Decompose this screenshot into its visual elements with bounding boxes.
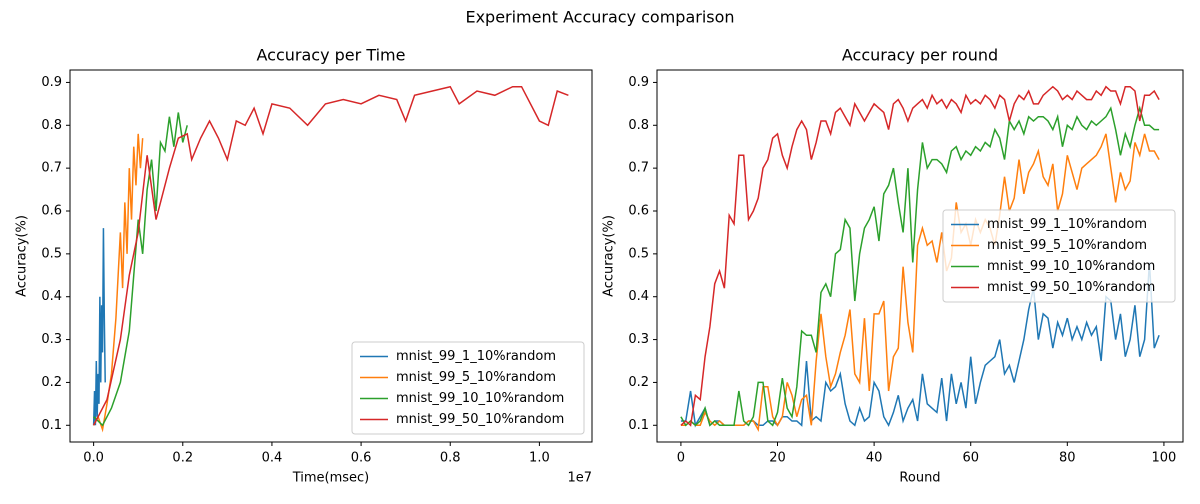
legend-label: mnist_99_10_10%random bbox=[396, 391, 564, 406]
x-tick-label: 0.0 bbox=[83, 451, 104, 466]
subplot: Accuracy per round 0 20 40 60 80 100 0.1 0.2 0.3 0… bbox=[602, 46, 1184, 486]
x-axis-label: Round bbox=[899, 471, 940, 486]
legend-label: mnist_99_50_10%random bbox=[396, 412, 564, 427]
y-tick-label: 0.5 bbox=[41, 246, 62, 261]
y-tick-label: 0.6 bbox=[41, 204, 62, 219]
series-line bbox=[680, 105, 1160, 427]
axes-frame bbox=[656, 69, 1184, 443]
x-tick-label: 0.4 bbox=[262, 451, 283, 466]
x-tick-label: 20 bbox=[769, 451, 786, 466]
axes-frame bbox=[69, 69, 593, 443]
y-axis-label: Accuracy(%) bbox=[602, 215, 617, 297]
series-line bbox=[92, 133, 144, 433]
y-tick-label: 0.4 bbox=[628, 289, 649, 304]
series-line bbox=[680, 133, 1160, 432]
y-tick-label: 0.4 bbox=[41, 289, 62, 304]
x-tick-label: 80 bbox=[1059, 451, 1076, 466]
subplot-title: Accuracy per Time bbox=[257, 46, 406, 65]
x-tick-label: 60 bbox=[962, 451, 979, 466]
y-tick-label: 0.1 bbox=[41, 418, 62, 433]
legend-box bbox=[942, 209, 1176, 303]
legend-label: mnist_99_10_10%random bbox=[987, 259, 1155, 274]
y-tick-label: 0.3 bbox=[41, 332, 62, 347]
legend-label: mnist_99_1_10%random bbox=[396, 349, 556, 364]
y-tick-label: 0.1 bbox=[628, 418, 649, 433]
x-tick-label: 0.8 bbox=[440, 451, 461, 466]
series-line bbox=[92, 228, 106, 426]
x-tick-label: 1.0 bbox=[529, 451, 550, 466]
legend-box bbox=[351, 341, 585, 435]
x-tick-label: 0.2 bbox=[172, 451, 193, 466]
legend-label: mnist_99_50_10%random bbox=[987, 280, 1155, 295]
y-tick-label: 0.8 bbox=[628, 118, 649, 133]
legend-label: mnist_99_1_10%random bbox=[987, 217, 1147, 232]
y-tick-label: 0.9 bbox=[628, 75, 649, 90]
subplot-title: Accuracy per round bbox=[842, 46, 998, 65]
y-tick-label: 0.8 bbox=[41, 118, 62, 133]
series-line bbox=[92, 85, 569, 426]
x-tick-label: 0 bbox=[677, 451, 685, 466]
y-tick-label: 0.2 bbox=[41, 375, 62, 390]
y-axis-label: Accuracy(%) bbox=[15, 215, 30, 297]
y-tick-label: 0.6 bbox=[628, 204, 649, 219]
legend-label: mnist_99_5_10%random bbox=[396, 370, 556, 385]
x-tick-label: 0.6 bbox=[351, 451, 372, 466]
x-offset-label: 1e7 bbox=[567, 471, 592, 486]
series-line bbox=[680, 262, 1160, 428]
series-line bbox=[680, 85, 1160, 427]
figure-title: Experiment Accuracy comparison bbox=[465, 8, 734, 27]
subplot: Accuracy per Time 0.0 0.2 0.4 0.6 0.8 1.0 0.1 0.… bbox=[15, 46, 593, 486]
y-tick-label: 0.7 bbox=[41, 161, 62, 176]
x-axis-label: Time(msec) bbox=[292, 471, 370, 486]
legend-label: mnist_99_5_10%random bbox=[987, 238, 1147, 253]
x-tick-label: 40 bbox=[866, 451, 883, 466]
y-tick-label: 0.9 bbox=[41, 75, 62, 90]
x-tick-label: 100 bbox=[1152, 451, 1177, 466]
y-tick-label: 0.7 bbox=[628, 161, 649, 176]
y-tick-label: 0.3 bbox=[628, 332, 649, 347]
y-tick-label: 0.5 bbox=[628, 246, 649, 261]
y-tick-label: 0.2 bbox=[628, 375, 649, 390]
